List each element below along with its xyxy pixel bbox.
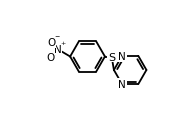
Text: N: N <box>54 45 62 55</box>
Text: O: O <box>46 52 55 62</box>
Text: N: N <box>118 51 126 61</box>
Text: N: N <box>118 79 126 89</box>
Text: $^{+}$: $^{+}$ <box>60 40 67 49</box>
Text: O: O <box>47 38 56 48</box>
Text: $^{-}$: $^{-}$ <box>54 33 61 42</box>
Text: S: S <box>108 52 115 62</box>
